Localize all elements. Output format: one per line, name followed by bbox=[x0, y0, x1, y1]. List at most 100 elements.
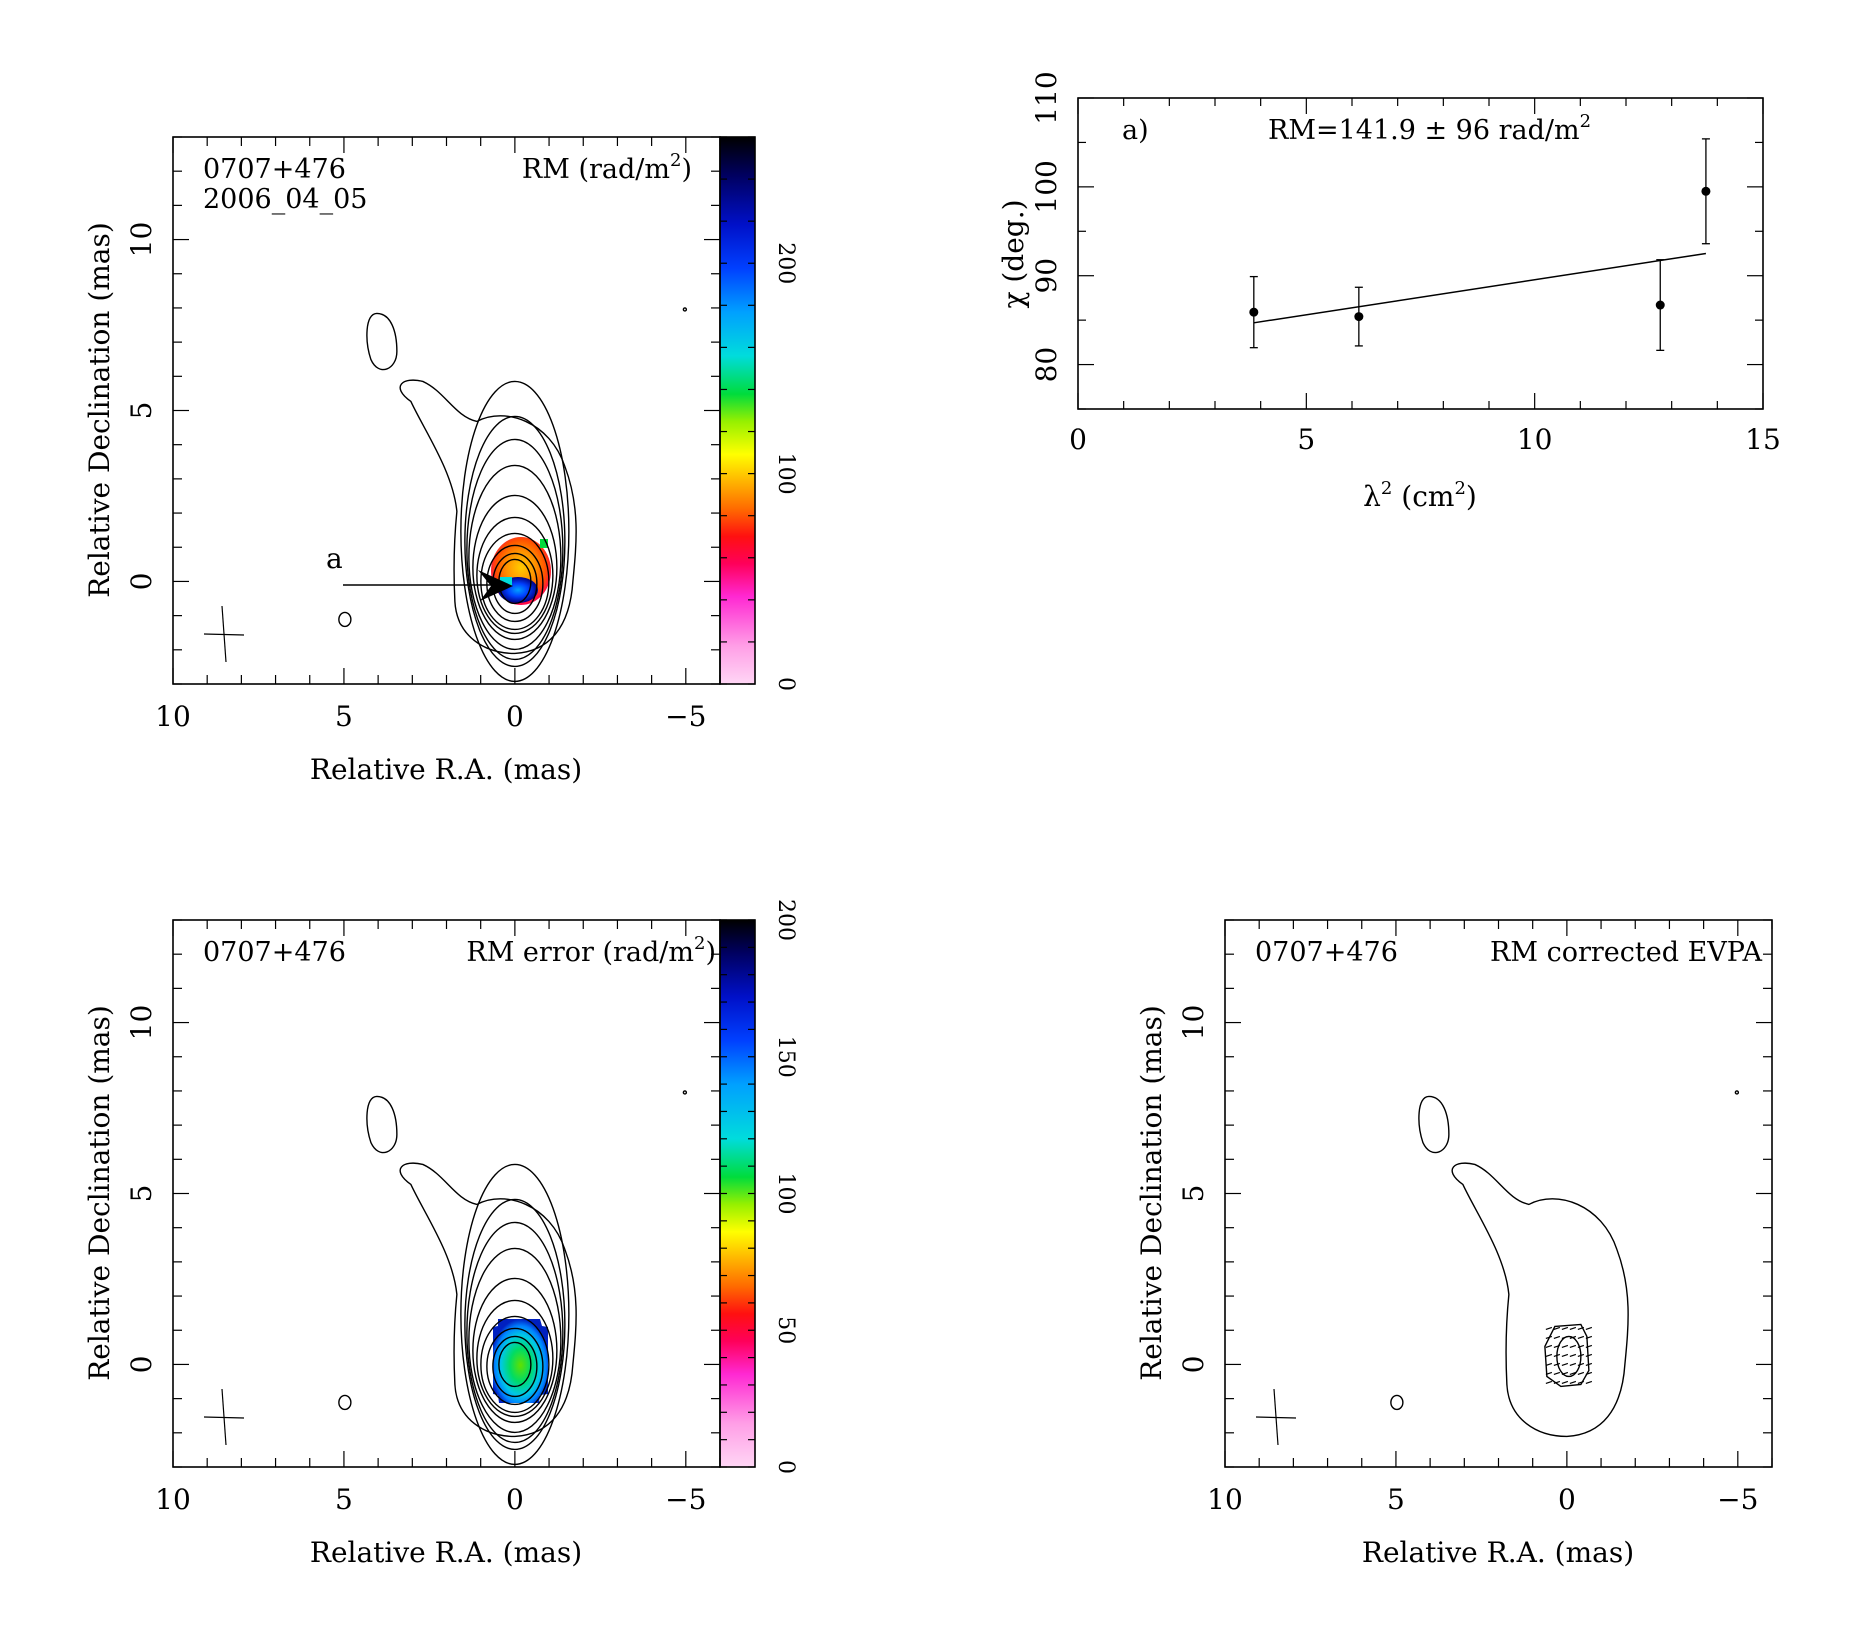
colorbar-tick-label: 150 bbox=[773, 1036, 798, 1078]
evpa-vector bbox=[1553, 1326, 1561, 1330]
evpa-vector bbox=[1569, 1380, 1577, 1384]
rm-error-map-ticks: 10 5 0 −5 0 5 10 bbox=[125, 919, 721, 1516]
core-contour bbox=[1556, 1335, 1582, 1378]
dot-contour bbox=[1734, 1090, 1740, 1095]
evpa-vector bbox=[1585, 1335, 1593, 1339]
rm-error-map-frame bbox=[172, 919, 721, 1468]
jet-outer-contour bbox=[1451, 1162, 1629, 1438]
evpa-vector bbox=[1545, 1353, 1553, 1357]
jet-inner-contour bbox=[476, 1299, 554, 1418]
evpa-vector bbox=[1585, 1344, 1593, 1348]
epoch-label: 2006_04_05 bbox=[203, 184, 367, 215]
jet-outer-contour bbox=[399, 379, 577, 655]
jet-inner-contour bbox=[486, 1327, 544, 1406]
evpa-vector bbox=[1545, 1326, 1553, 1330]
evpa-vector bbox=[1561, 1335, 1569, 1339]
jet-component-contour bbox=[366, 1095, 398, 1154]
y-tick-label: 5 bbox=[125, 1185, 158, 1203]
evpa-vector bbox=[1569, 1362, 1577, 1366]
jet-inner-contour bbox=[468, 464, 562, 651]
evpa-vector bbox=[1585, 1353, 1593, 1357]
rm-fit-panel: 0 5 10 15 80 90 100 110 a) RM=141.9 ± 96 rad/m2… bbox=[997, 71, 1781, 513]
evpa-vector bbox=[1561, 1326, 1569, 1330]
jet-inner-contour bbox=[466, 1221, 564, 1444]
x-tick-label: 0 bbox=[506, 1483, 524, 1516]
y-tick-label: 10 bbox=[125, 222, 158, 258]
x-axis-label: Relative R.A. (mas) bbox=[310, 1536, 582, 1569]
x-axis-label: Relative R.A. (mas) bbox=[310, 753, 582, 786]
island-contour bbox=[1390, 1394, 1404, 1411]
evpa-vector bbox=[1577, 1371, 1585, 1375]
y-axis-label: Relative Declination (mas) bbox=[83, 1005, 116, 1381]
jet-component-contour bbox=[366, 312, 398, 371]
dot-contour bbox=[682, 1090, 688, 1095]
y-tick-label: 0 bbox=[125, 573, 158, 591]
evpa-map-ticks: 10 5 0 −5 0 5 10 bbox=[1177, 919, 1773, 1516]
evpa-contours bbox=[1390, 1090, 1740, 1438]
evpa-vector bbox=[1585, 1326, 1593, 1330]
colorbar-tick-label: 200 bbox=[773, 242, 798, 284]
jet-inner-contour bbox=[492, 1335, 538, 1398]
feature-label: a bbox=[326, 542, 343, 575]
jet-inner-contour bbox=[468, 1247, 562, 1434]
x-tick-label: 15 bbox=[1745, 423, 1781, 456]
rm-annotation: RM=141.9 ± 96 rad/m2 bbox=[1268, 111, 1591, 146]
y-axis-label: Relative Declination (mas) bbox=[1135, 1005, 1168, 1381]
x-axis-label: λ2 (cm2) bbox=[1363, 478, 1477, 513]
source-label: 0707+476 bbox=[203, 154, 346, 185]
data-point bbox=[1354, 312, 1364, 322]
island-contour bbox=[338, 1394, 352, 1411]
rm-colorbar-ticks: 0 100 200 bbox=[720, 136, 798, 691]
evpa-map-panel: 10 5 0 −5 0 5 10 0707+476 RM corrected EVPA Re… bbox=[1135, 919, 1773, 1569]
evpa-vector bbox=[1569, 1344, 1577, 1348]
evpa-vector bbox=[1545, 1371, 1553, 1375]
y-tick-label: 110 bbox=[1030, 71, 1063, 124]
x-tick-label: −5 bbox=[1717, 1483, 1758, 1516]
jet-inner-contour bbox=[464, 1198, 566, 1451]
evpa-vector bbox=[1545, 1362, 1553, 1366]
jet-inner-contour bbox=[486, 544, 544, 623]
beam-cross bbox=[1255, 1388, 1297, 1446]
jet-inner-contour bbox=[480, 1315, 550, 1414]
x-tick-label: 10 bbox=[155, 700, 191, 733]
beam-minor bbox=[203, 1416, 245, 1419]
x-tick-label: 10 bbox=[1207, 1483, 1243, 1516]
jet-inner-contour bbox=[466, 438, 564, 661]
y-tick-label: 90 bbox=[1030, 258, 1063, 294]
jet-inner-contour bbox=[464, 415, 566, 668]
map-label: RM (rad/m2) bbox=[522, 150, 692, 185]
x-tick-label: 5 bbox=[335, 1483, 353, 1516]
y-axis-label: Relative Declination (mas) bbox=[83, 222, 116, 598]
evpa-map-frame bbox=[1224, 919, 1773, 1468]
jet-component-contour bbox=[1418, 1095, 1450, 1154]
y-tick-label: 10 bbox=[125, 1005, 158, 1041]
beam-minor bbox=[203, 633, 245, 636]
panel-label: a) bbox=[1122, 115, 1149, 146]
evpa-vector bbox=[1577, 1353, 1585, 1357]
jet-inner-contour bbox=[480, 532, 550, 631]
source-label: 0707+476 bbox=[1255, 937, 1398, 968]
evpa-vector bbox=[1561, 1353, 1569, 1357]
jet-inner-contour bbox=[476, 516, 554, 635]
jet-inner-contour bbox=[498, 1341, 532, 1388]
x-tick-label: 0 bbox=[506, 700, 524, 733]
y-tick-label: 5 bbox=[125, 402, 158, 420]
rm-error-colorbar-ticks: 0 50 100 150 200 bbox=[720, 899, 798, 1474]
rm-fit-ticks: 0 5 10 15 80 90 100 110 bbox=[1030, 71, 1781, 456]
evpa-vectors bbox=[1544, 1323, 1593, 1388]
polarized-region-contour bbox=[1544, 1323, 1590, 1388]
colorbar-tick-label: 50 bbox=[773, 1316, 798, 1344]
evpa-vector bbox=[1561, 1362, 1569, 1366]
evpa-vector bbox=[1553, 1353, 1561, 1357]
evpa-vector bbox=[1585, 1371, 1593, 1375]
rm-map-ticks: 10 5 0 −5 0 5 10 bbox=[125, 136, 721, 733]
x-tick-label: 5 bbox=[1387, 1483, 1405, 1516]
rm-colorbar bbox=[720, 137, 755, 684]
rm-contours bbox=[338, 307, 688, 683]
data-point bbox=[1249, 307, 1259, 317]
dot-contour bbox=[682, 307, 688, 312]
jet-inner-contour bbox=[472, 1277, 558, 1424]
evpa-vector bbox=[1577, 1344, 1585, 1348]
